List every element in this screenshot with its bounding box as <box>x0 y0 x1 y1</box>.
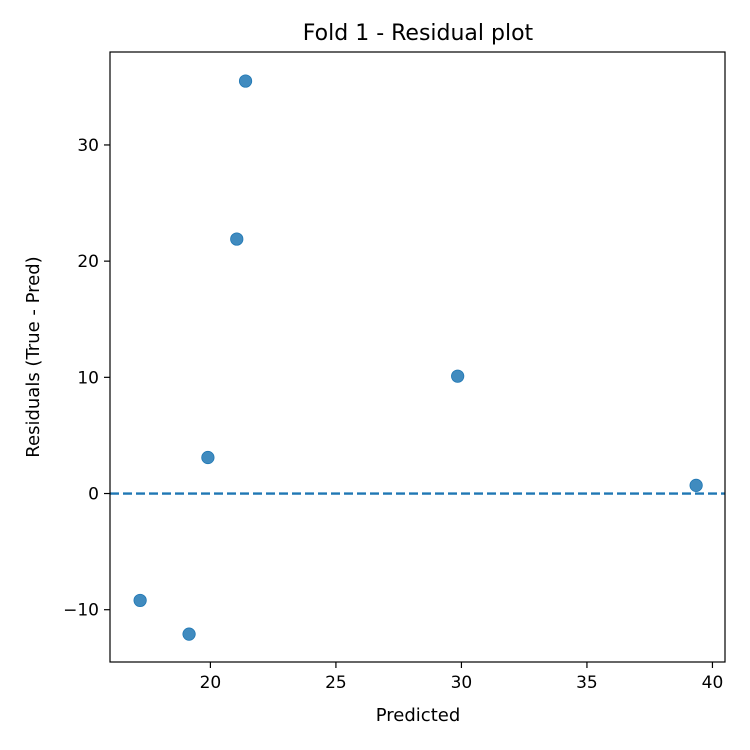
data-point-1 <box>238 74 253 88</box>
data-point-3 <box>451 369 465 383</box>
x-tick-label: 40 <box>702 673 724 693</box>
y-axis-label: Residuals (True - Pred) <box>23 256 44 457</box>
data-point-7 <box>182 627 196 641</box>
chart-title: Fold 1 - Residual plot <box>303 21 534 46</box>
x-tick-label: 30 <box>451 673 473 693</box>
data-point-5 <box>689 478 703 492</box>
x-tick-label: 25 <box>325 673 347 693</box>
y-tick-label: 0 <box>88 485 99 505</box>
data-point-6 <box>133 593 147 608</box>
axes-frame <box>109 51 726 663</box>
y-tick-label: 20 <box>77 252 99 272</box>
y-tick-label: 30 <box>77 136 99 156</box>
y-tick-label: −10 <box>63 601 99 621</box>
x-tick-label: 35 <box>576 673 598 693</box>
data-point-4 <box>201 450 215 465</box>
x-tick-label: 20 <box>200 673 222 693</box>
y-tick-label: 10 <box>77 368 99 388</box>
x-axis-label: Predicted <box>376 705 461 726</box>
axis-ticks: 20 25 30 35 40 −10 0 10 20 30 <box>63 136 723 693</box>
data-point-2 <box>230 232 244 246</box>
plot-area <box>110 74 725 641</box>
